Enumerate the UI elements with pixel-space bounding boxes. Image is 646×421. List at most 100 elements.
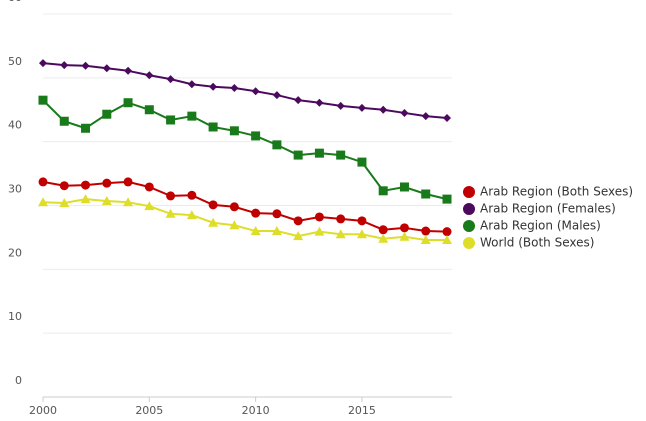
- point: [314, 226, 325, 236]
- point: [272, 91, 281, 100]
- y-tick-label: 30: [8, 183, 22, 196]
- point: [336, 150, 346, 160]
- point: [357, 103, 366, 112]
- point: [399, 223, 409, 233]
- point: [293, 231, 304, 241]
- point: [421, 112, 430, 121]
- point: [187, 190, 197, 200]
- point: [166, 115, 176, 125]
- point: [187, 111, 197, 121]
- point: [208, 217, 219, 227]
- point: [378, 225, 388, 235]
- point: [293, 216, 303, 226]
- point: [60, 61, 69, 70]
- point: [421, 189, 431, 199]
- point: [123, 197, 134, 207]
- point: [144, 182, 154, 192]
- y-tick-label: 60: [8, 0, 22, 4]
- legend-swatch: [463, 237, 475, 249]
- point: [379, 105, 388, 114]
- point: [251, 87, 260, 96]
- legend-label: Arab Region (Males): [480, 219, 601, 233]
- point: [39, 59, 47, 68]
- x-tick-label: 2005: [135, 404, 163, 417]
- point: [81, 180, 91, 190]
- series-line: [42, 198, 447, 241]
- point: [102, 64, 111, 73]
- point: [80, 194, 91, 204]
- y-tick-label: 20: [8, 246, 22, 259]
- legend-swatch: [463, 203, 475, 215]
- point: [59, 116, 69, 126]
- point: [443, 114, 451, 123]
- y-tick-label: 50: [8, 55, 22, 68]
- point: [356, 229, 367, 239]
- point: [166, 191, 176, 201]
- point: [250, 226, 261, 236]
- x-tick-label: 2010: [242, 404, 270, 417]
- point: [293, 150, 303, 160]
- point: [251, 131, 261, 141]
- point: [378, 233, 389, 243]
- point: [271, 226, 282, 236]
- y-tick-label: 40: [8, 119, 22, 132]
- legend-swatch: [463, 220, 475, 232]
- point: [335, 229, 346, 239]
- y-tick-label: 0: [15, 374, 22, 387]
- legend-label: Arab Region (Females): [480, 202, 616, 216]
- point: [124, 66, 133, 75]
- point: [378, 186, 388, 196]
- point: [38, 177, 48, 187]
- point: [144, 105, 154, 115]
- x-tick-label: 2000: [29, 404, 57, 417]
- point: [421, 226, 431, 236]
- point: [59, 197, 70, 207]
- point: [81, 123, 91, 133]
- point: [166, 75, 175, 84]
- point: [209, 82, 218, 91]
- legend-label: Arab Region (Both Sexes): [480, 185, 633, 199]
- point: [187, 80, 196, 89]
- point: [294, 96, 303, 105]
- point: [123, 177, 133, 187]
- point: [399, 231, 410, 241]
- point: [314, 212, 324, 222]
- point: [165, 208, 176, 218]
- point: [442, 194, 452, 204]
- point: [229, 126, 239, 136]
- point: [420, 234, 431, 244]
- point: [186, 210, 197, 220]
- point: [59, 181, 69, 191]
- point: [230, 84, 239, 93]
- point: [38, 197, 48, 207]
- point: [229, 220, 240, 230]
- point: [336, 101, 345, 110]
- point: [315, 98, 324, 107]
- point: [38, 95, 48, 105]
- point: [357, 216, 367, 226]
- point: [272, 209, 282, 219]
- point: [208, 200, 218, 210]
- point: [101, 196, 112, 206]
- point: [208, 122, 218, 132]
- legend: Arab Region (Both Sexes) Arab Region (Fem…: [463, 185, 633, 250]
- point: [314, 148, 324, 158]
- point: [399, 182, 409, 192]
- point: [144, 201, 155, 211]
- point: [123, 98, 133, 108]
- point: [336, 214, 346, 224]
- legend-swatch: [463, 186, 475, 198]
- point: [145, 71, 154, 80]
- point: [102, 178, 112, 188]
- y-tick-label: 10: [8, 310, 22, 323]
- point: [400, 108, 409, 117]
- point: [81, 61, 90, 70]
- point: [229, 202, 239, 212]
- legend-label: World (Both Sexes): [480, 236, 594, 250]
- point: [102, 109, 112, 119]
- x-tick-label: 2015: [348, 404, 376, 417]
- point: [357, 157, 367, 167]
- point: [442, 234, 452, 244]
- point: [442, 227, 452, 237]
